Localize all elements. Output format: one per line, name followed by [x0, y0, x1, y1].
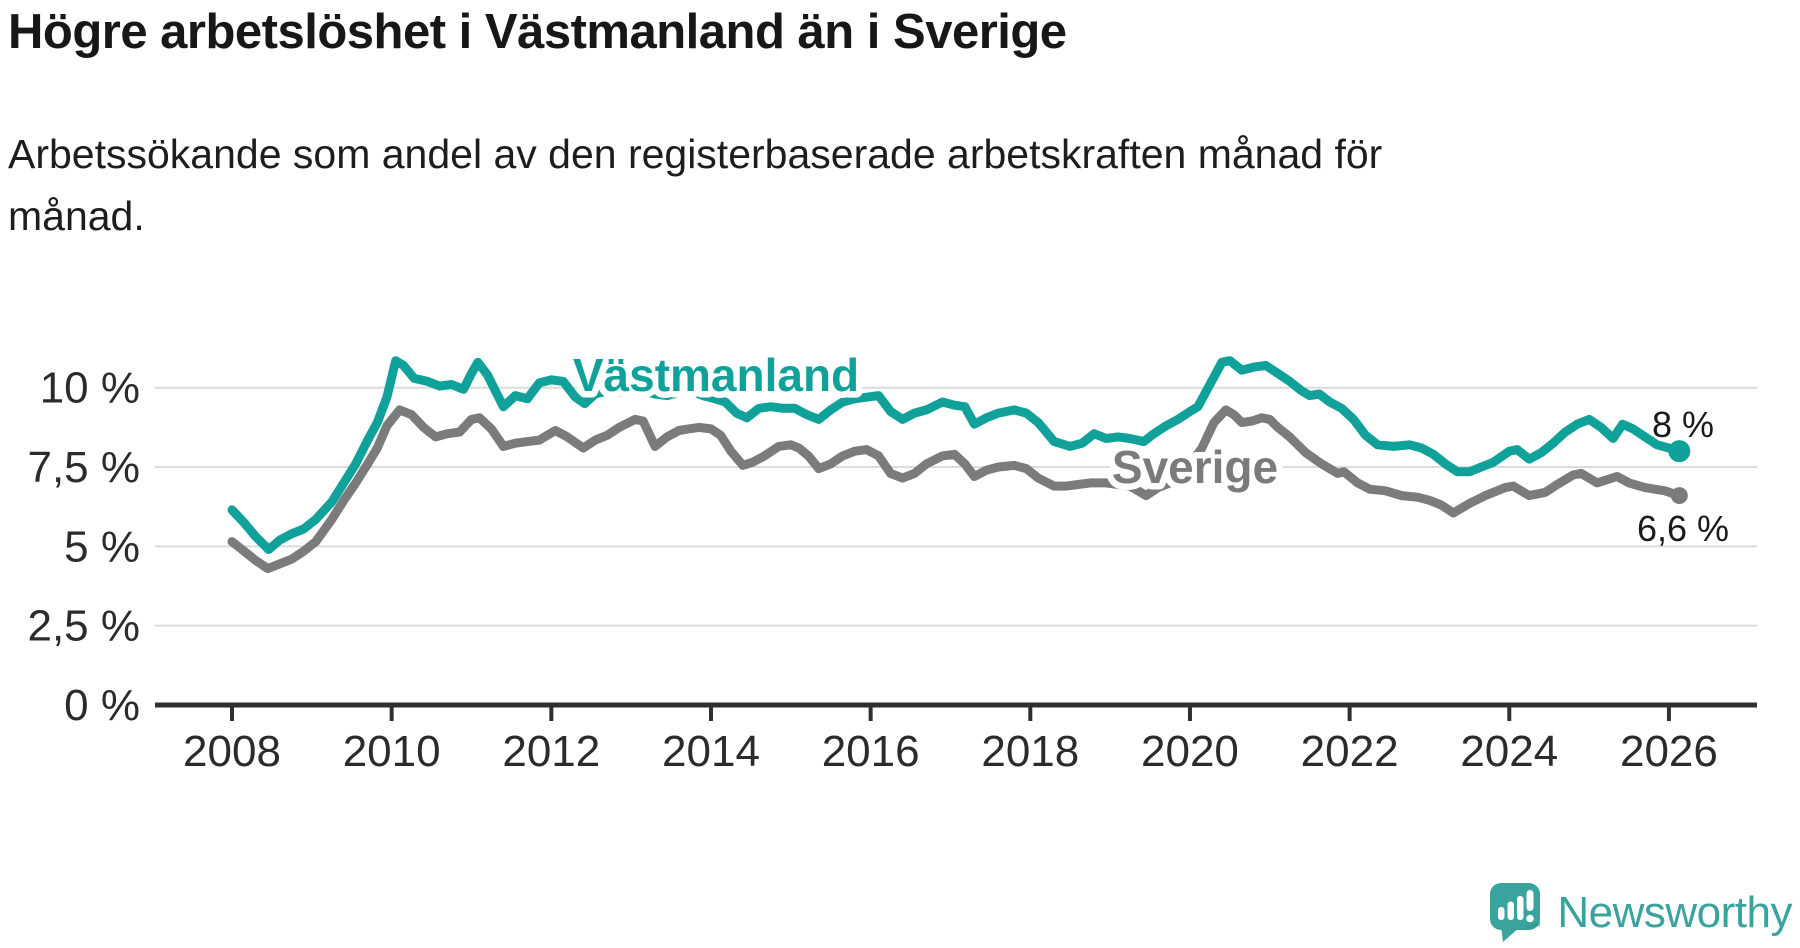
y-tick-label: 5 %: [64, 522, 140, 571]
newsworthy-logo-icon: [1490, 883, 1541, 942]
brand-footer: Newsworthy: [1488, 882, 1792, 944]
end-value-label-sverige: 6,6 %: [1637, 508, 1729, 549]
end-value-label-vastmanland: 8 %: [1652, 404, 1714, 445]
x-tick-label: 2014: [662, 727, 760, 776]
x-tick-label: 2008: [183, 727, 281, 776]
x-tick-label: 2022: [1301, 727, 1399, 776]
page-subtitle: Arbetssökande som andel av den registerb…: [8, 131, 1383, 239]
x-tick-label: 2018: [981, 727, 1079, 776]
y-tick-label: 7,5 %: [27, 443, 140, 492]
x-tick-label: 2010: [343, 727, 441, 776]
brand-name: Newsworthy: [1557, 888, 1792, 937]
series-end-dot-västmanland: [1668, 440, 1691, 463]
x-tick-label: 2024: [1460, 727, 1558, 776]
x-tick-label: 2012: [502, 727, 600, 776]
series-line-västmanland: [227, 356, 1684, 554]
x-tick-label: 2020: [1141, 727, 1239, 776]
x-tick-label: 2026: [1620, 727, 1718, 776]
x-tick-label: 2016: [822, 727, 920, 776]
series-end-dot-sverige: [1670, 487, 1688, 505]
series-line-sverige: [227, 405, 1684, 574]
series-label-vastmanland: Västmanland: [573, 349, 859, 401]
y-tick-label: 10 %: [40, 364, 140, 413]
y-tick-label: 2,5 %: [27, 602, 140, 651]
page-title: Högre arbetslöshet i Västmanland än i Sv…: [8, 5, 1067, 59]
series-label-sverige: Sverige: [1112, 441, 1278, 493]
y-tick-label: 0 %: [64, 681, 140, 730]
